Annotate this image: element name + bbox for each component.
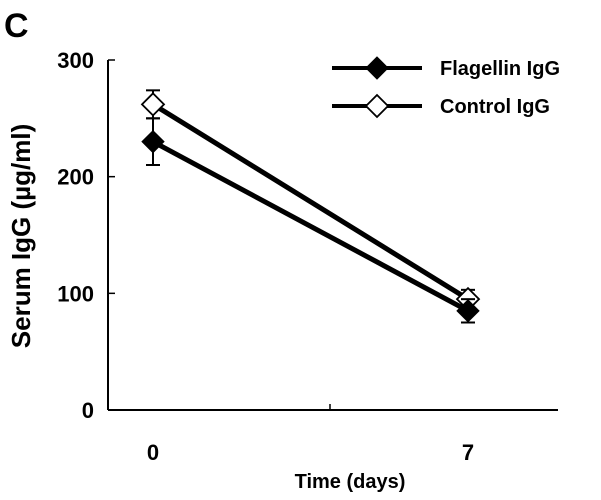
x-tick-label: 0 <box>147 440 159 465</box>
legend-label: Flagellin IgG <box>440 58 560 80</box>
y-tick-label: 200 <box>57 165 94 190</box>
plot-area <box>140 89 481 324</box>
open-diamond-marker <box>364 93 390 119</box>
filled-diamond-marker <box>141 129 165 154</box>
y-ticks: 0 100 200 300 <box>57 48 115 423</box>
y-tick-label: 300 <box>57 48 94 73</box>
series-line <box>151 102 470 302</box>
x-axis-label: Time (days) <box>295 471 406 493</box>
y-tick-label: 100 <box>57 281 94 306</box>
y-axis-label: Serum IgG (µg/ml) <box>6 124 36 348</box>
series-line <box>151 139 470 314</box>
x-tick-label: 7 <box>462 440 474 465</box>
legend-label: Control IgG <box>440 96 550 118</box>
y-tick-label: 0 <box>82 398 94 423</box>
panel-label: C <box>4 7 29 45</box>
open-diamond-marker <box>140 92 166 117</box>
filled-diamond-marker <box>456 299 480 323</box>
legend: Flagellin IgG Control IgG <box>332 56 560 119</box>
filled-diamond-marker <box>365 56 389 80</box>
